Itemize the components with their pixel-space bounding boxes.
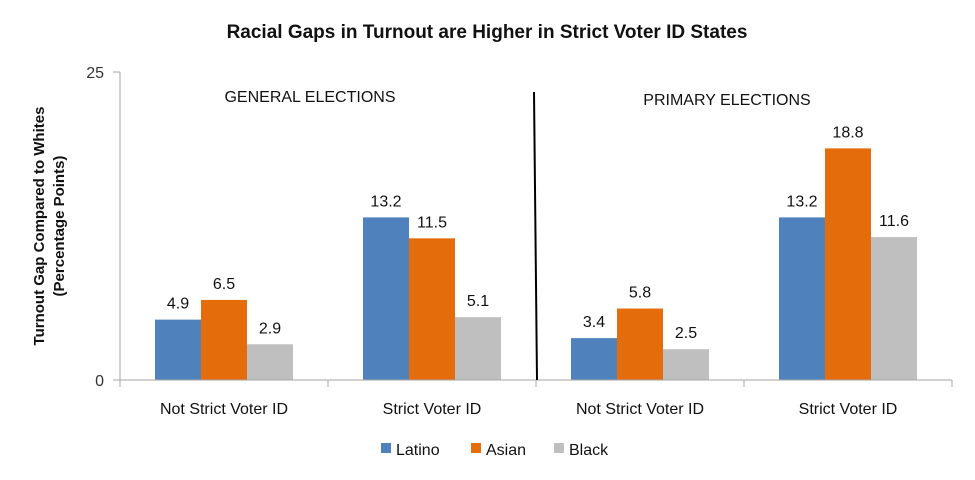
data-label-asian: 5.8 xyxy=(629,285,651,302)
y-axis-ticks: 0 25 xyxy=(86,65,120,390)
legend-swatch-latino xyxy=(381,443,391,453)
bar-asian xyxy=(409,238,455,380)
data-labels: 4.9 13.2 3.4 13.2 6.5 11.5 5.8 18.8 2.9 5.1 2.5 11.… xyxy=(167,124,909,342)
panel-label-primary: PRIMARY ELECTIONS xyxy=(643,92,810,109)
y-tick-label: 0 xyxy=(95,373,104,390)
y-tick-label: 25 xyxy=(86,65,104,82)
bar-latino xyxy=(155,319,201,380)
data-label-latino: 13.2 xyxy=(370,193,401,210)
bar-black xyxy=(663,349,709,380)
data-label-black: 5.1 xyxy=(467,293,489,310)
bar-asian xyxy=(201,299,247,380)
y-axis-label-line-2: (Percentage Points) xyxy=(51,156,68,297)
legend-label-black: Black xyxy=(569,442,609,459)
data-label-latino: 13.2 xyxy=(786,193,817,210)
legend-label-asian: Asian xyxy=(486,442,526,459)
data-label-black: 11.6 xyxy=(879,213,909,230)
bar-latino xyxy=(779,217,825,380)
data-label-asian: 6.5 xyxy=(213,276,235,293)
data-label-asian: 18.8 xyxy=(832,124,863,141)
bar-asian xyxy=(617,308,663,380)
legend-swatch-asian xyxy=(471,443,481,453)
x-tick-label: Not Strict Voter ID xyxy=(576,401,704,418)
data-label-black: 2.9 xyxy=(259,320,281,337)
data-label-latino: 3.4 xyxy=(583,314,605,331)
x-tick-label: Strict Voter ID xyxy=(799,401,898,418)
bar-latino xyxy=(571,338,617,380)
data-label-latino: 4.9 xyxy=(167,296,189,313)
legend-label-latino: Latino xyxy=(396,442,440,459)
panel-label-general: GENERAL ELECTIONS xyxy=(224,89,395,106)
bar-latino xyxy=(363,217,409,380)
bar-asian xyxy=(825,148,871,380)
chart-title: Racial Gaps in Turnout are Higher in Str… xyxy=(227,22,748,43)
y-axis-label-line-1: Turnout Gap Compared to Whites xyxy=(31,107,48,346)
bar-black xyxy=(871,237,917,380)
legend: Latino Asian Black xyxy=(381,442,609,459)
y-axis-label: Turnout Gap Compared to Whites (Percenta… xyxy=(31,107,68,346)
x-tick-label: Strict Voter ID xyxy=(383,401,482,418)
bar-black xyxy=(247,344,293,380)
x-axis-tick-labels: Not Strict Voter ID Strict Voter ID Not St… xyxy=(160,401,897,418)
bars xyxy=(155,148,917,380)
data-label-asian: 11.5 xyxy=(417,214,447,231)
data-label-black: 2.5 xyxy=(675,325,697,342)
panel-divider xyxy=(533,91,538,381)
x-tick-label: Not Strict Voter ID xyxy=(160,401,288,418)
bar-black xyxy=(455,317,501,380)
x-axis-tick-marks xyxy=(119,380,953,387)
legend-swatch-black xyxy=(554,443,564,453)
